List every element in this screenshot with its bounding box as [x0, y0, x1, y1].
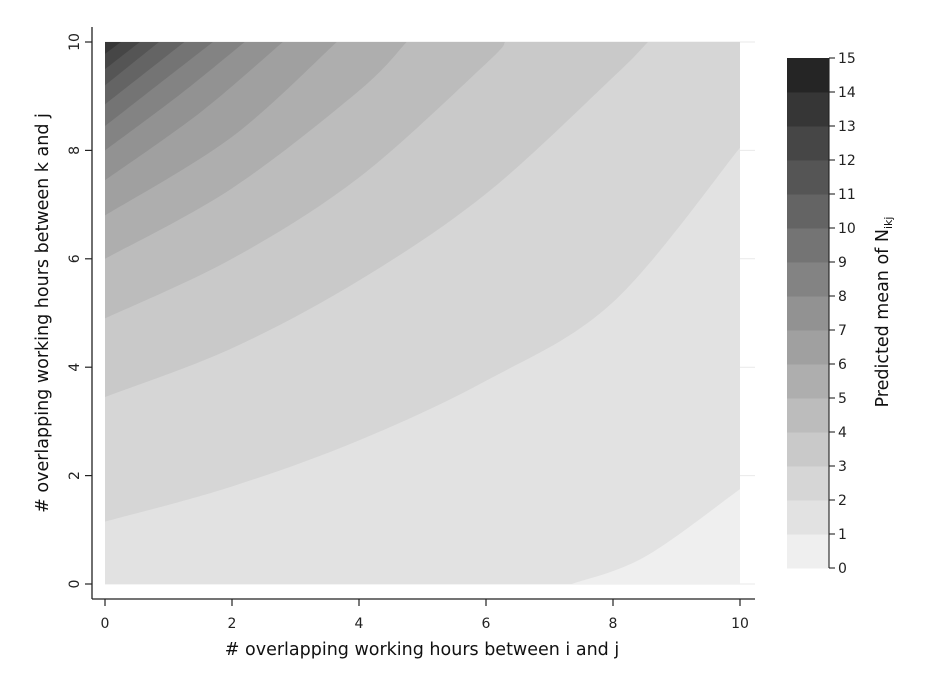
colorbar-tick-label: 6: [838, 357, 847, 373]
colorbar-tick-label: 13: [838, 119, 856, 135]
y-tick-label: 10: [67, 33, 83, 51]
colorbar-segment: [787, 92, 829, 127]
colorbar-segment: [787, 262, 829, 297]
contour-band-13-14: [105, 42, 121, 54]
colorbar-label: Predicted mean of Nikj: [873, 217, 895, 408]
x-tick-label: 0: [101, 616, 110, 632]
colorbar-segment: [787, 126, 829, 161]
colorbar-tick-label: 9: [838, 255, 847, 271]
x-tick-label: 8: [609, 616, 618, 632]
colorbar-tick-label: 11: [838, 187, 856, 203]
contour-band-0-1: [571, 489, 740, 584]
colorbar-tick-label: 14: [838, 85, 856, 101]
colorbar-tick-label: 3: [838, 459, 847, 475]
colorbar-segment: [787, 228, 829, 263]
y-axis-label: # overlapping working hours between k an…: [33, 113, 53, 513]
colorbar-label-main: Predicted mean of N: [873, 229, 893, 407]
plot-area: [105, 41, 755, 585]
colorbar-segment: [787, 330, 829, 365]
colorbar-tick-label: 2: [838, 493, 847, 509]
colorbar-segment: [787, 398, 829, 433]
y-tick-label: 2: [67, 471, 83, 480]
colorbar-segment: [787, 296, 829, 331]
colorbar-tick-label: 5: [838, 391, 847, 407]
colorbar-segment: [787, 466, 829, 501]
x-tick-label: 6: [482, 616, 491, 632]
colorbar-tick-label: 10: [838, 221, 856, 237]
colorbar-segment: [787, 364, 829, 399]
colorbar-tick-label: 0: [838, 561, 847, 577]
x-tick-label: 2: [228, 616, 237, 632]
colorbar-segment: [787, 432, 829, 467]
y-tick-label: 8: [67, 146, 83, 155]
colorbar-tick-label: 7: [838, 323, 847, 339]
colorbar-segment: [787, 58, 829, 93]
colorbar-segment: [787, 160, 829, 195]
x-tick-label: 4: [355, 616, 364, 632]
y-tick-label: 0: [67, 580, 83, 589]
colorbar-segment: [787, 194, 829, 229]
contour-band-12-13: [105, 42, 140, 70]
colorbar-tick-label: 4: [838, 425, 847, 441]
y-tick-label: 6: [67, 254, 83, 263]
colorbar-label-subscript: ikj: [882, 217, 895, 229]
colorbar-tick-label: 8: [838, 289, 847, 305]
colorbar-segment: [787, 500, 829, 535]
colorbar-tick-label: 15: [838, 51, 856, 67]
axes: 0 2 4 6 8 10 0 2 4 6 8 10: [67, 27, 755, 632]
y-tick-label: 4: [67, 363, 83, 372]
x-tick-label: 10: [731, 616, 749, 632]
x-axis-label: # overlapping working hours between i an…: [225, 640, 619, 660]
colorbar-segment: [787, 534, 829, 569]
colorbar-tick-label: 1: [838, 527, 847, 543]
contour-bands: [105, 42, 740, 584]
colorbar-tick-label: 12: [838, 153, 856, 169]
